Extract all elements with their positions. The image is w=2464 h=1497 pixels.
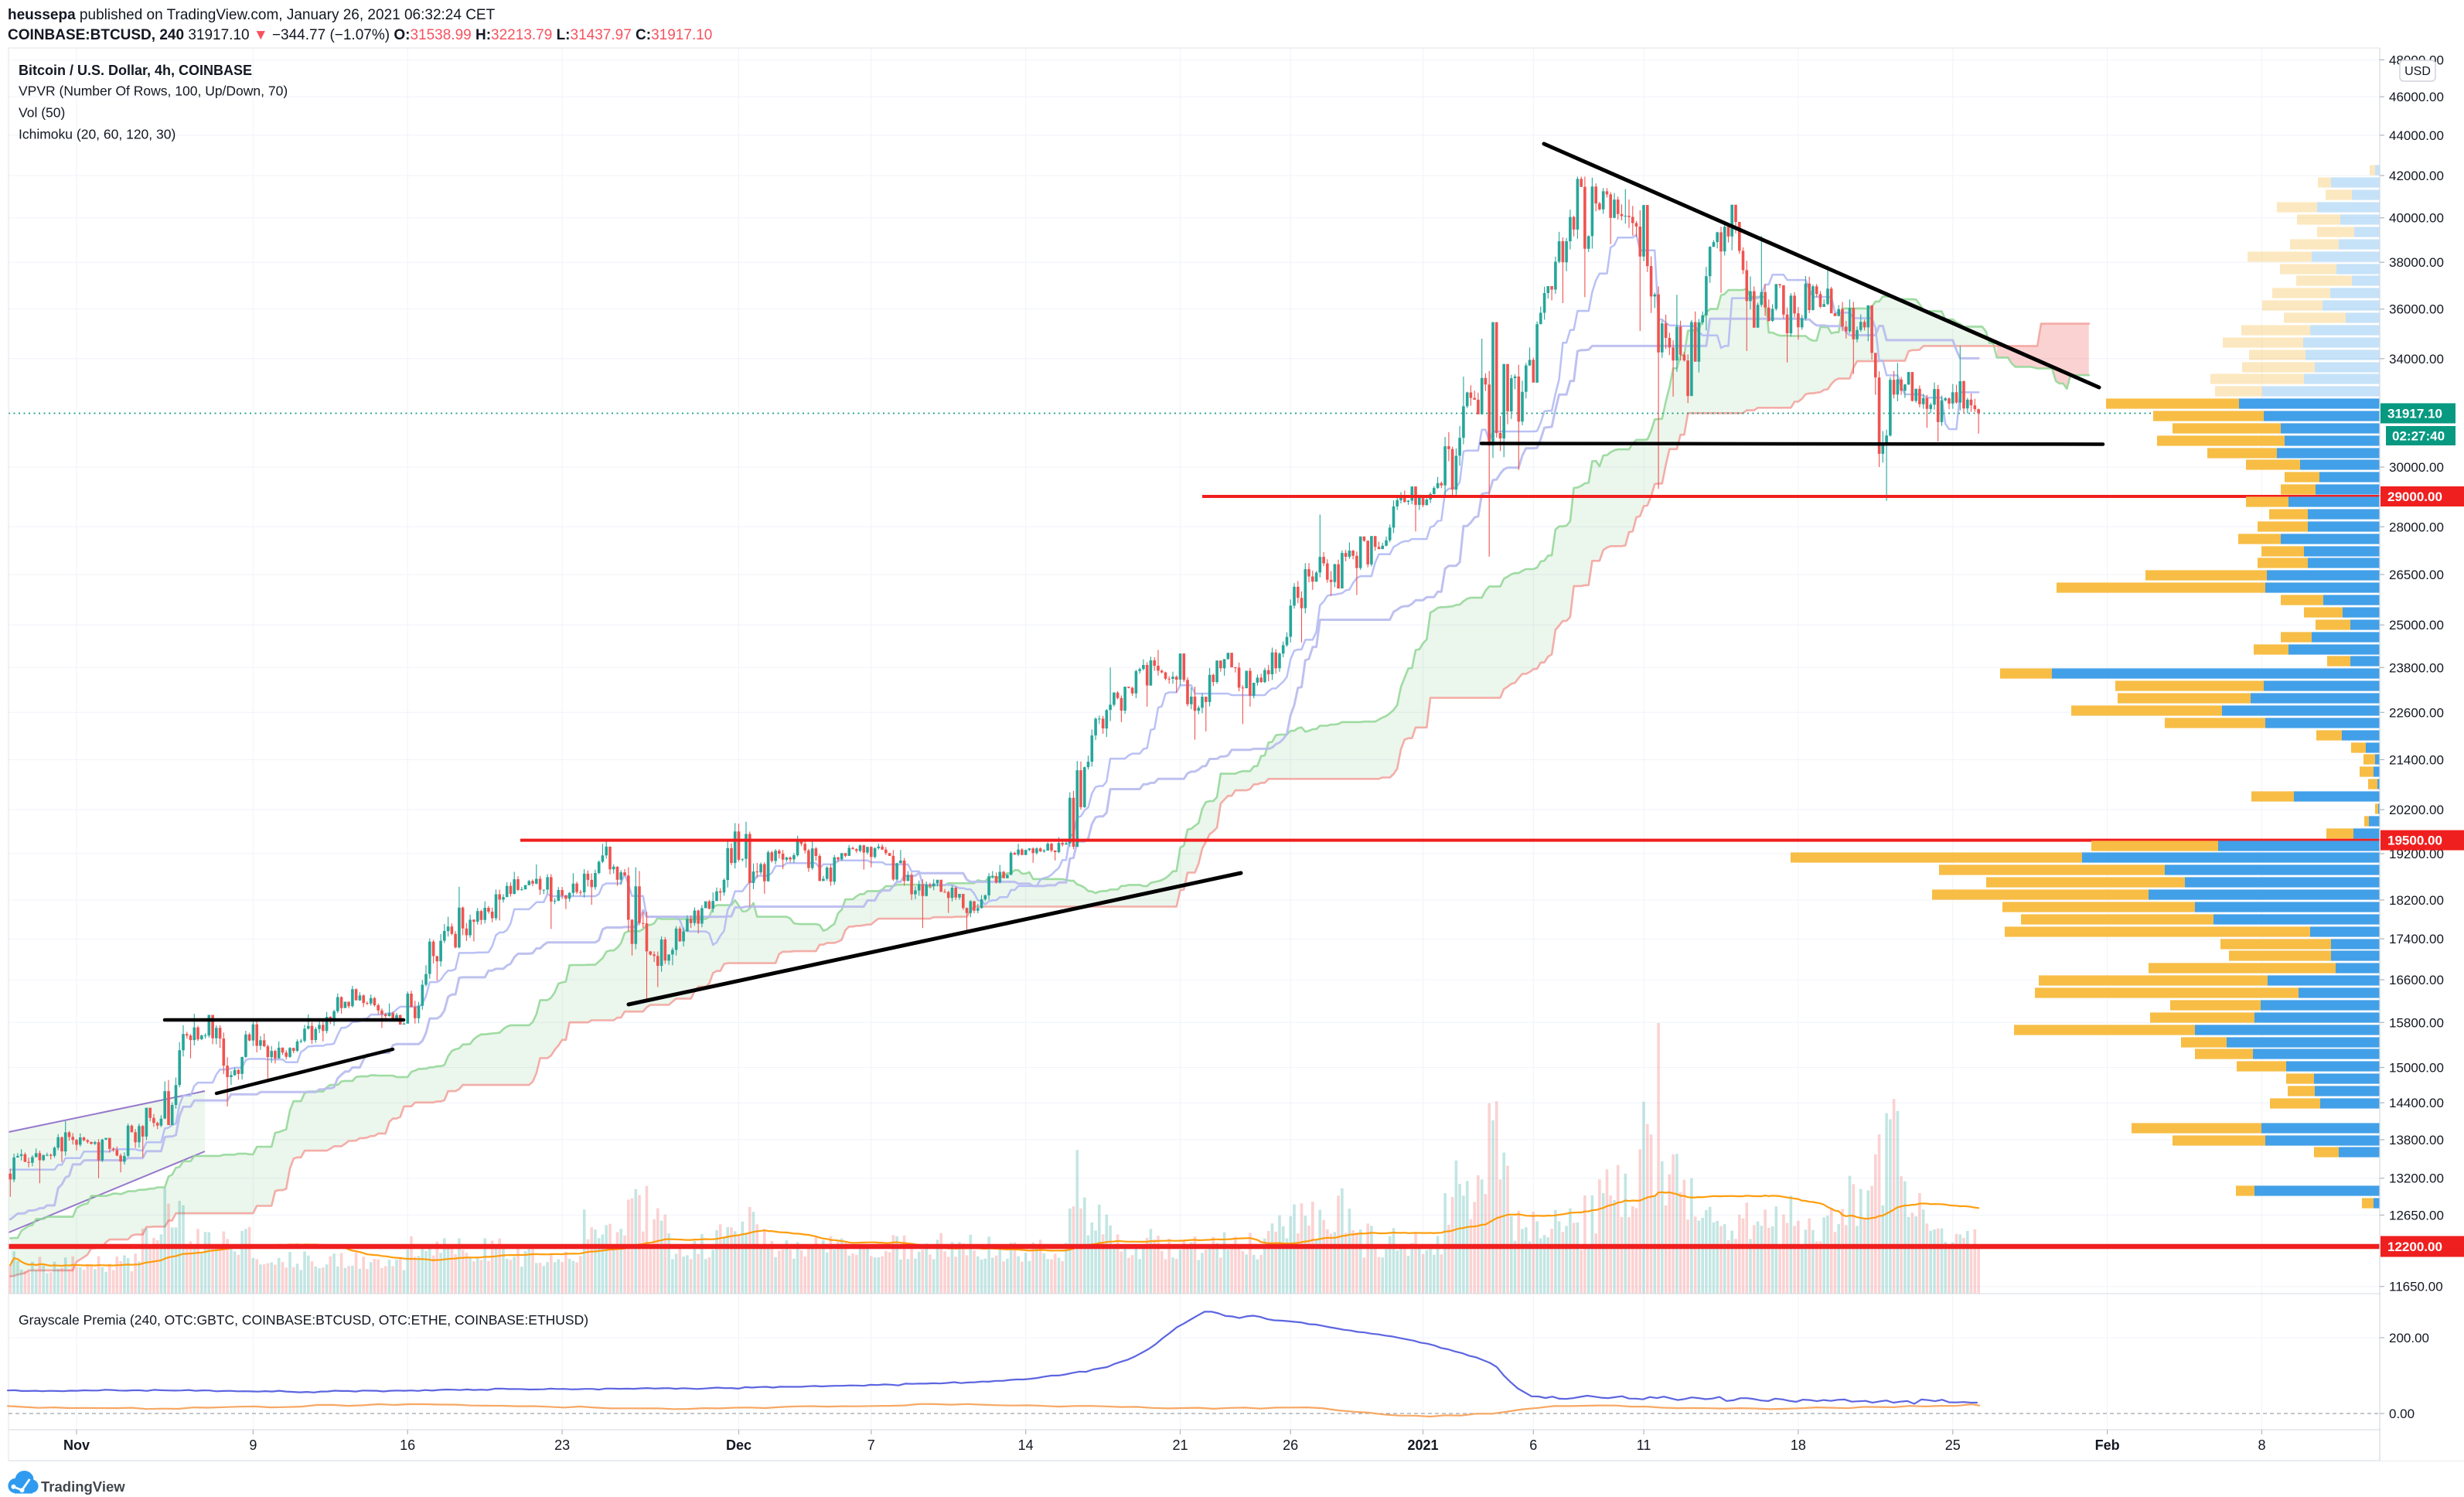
svg-text:19500.00: 19500.00 xyxy=(2387,834,2442,848)
svg-text:02:27:40: 02:27:40 xyxy=(2392,429,2445,444)
svg-text:16600.00: 16600.00 xyxy=(2389,973,2444,987)
svg-text:26: 26 xyxy=(1283,1437,1298,1453)
svg-text:TradingView: TradingView xyxy=(41,1478,125,1495)
svg-text:Bitcoin / U.S. Dollar, 4h, COI: Bitcoin / U.S. Dollar, 4h, COINBASE xyxy=(19,63,252,78)
svg-text:13800.00: 13800.00 xyxy=(2389,1133,2444,1147)
svg-text:Grayscale Premia (240, OTC:GBT: Grayscale Premia (240, OTC:GBTC, COINBAS… xyxy=(19,1312,588,1328)
svg-text:31917.10: 31917.10 xyxy=(2387,407,2442,421)
svg-text:9: 9 xyxy=(249,1437,257,1453)
svg-text:6: 6 xyxy=(1529,1437,1537,1453)
svg-text:19200.00: 19200.00 xyxy=(2389,847,2444,861)
svg-text:COINBASE:BTCUSD, 240 31917.10: COINBASE:BTCUSD, 240 31917.10 ▼ −344.77 … xyxy=(8,27,712,43)
svg-text:25000.00: 25000.00 xyxy=(2389,618,2444,633)
svg-text:23: 23 xyxy=(554,1437,570,1453)
svg-text:30000.00: 30000.00 xyxy=(2389,460,2444,475)
svg-text:VPVR (Number Of Rows, 100, Up/: VPVR (Number Of Rows, 100, Up/Down, 70) xyxy=(19,84,288,99)
svg-text:7: 7 xyxy=(867,1437,875,1453)
svg-text:36000.00: 36000.00 xyxy=(2389,302,2444,317)
svg-text:Nov: Nov xyxy=(63,1437,90,1453)
svg-text:12650.00: 12650.00 xyxy=(2389,1208,2444,1222)
svg-text:8: 8 xyxy=(2258,1437,2265,1453)
svg-text:17400.00: 17400.00 xyxy=(2389,932,2444,946)
svg-text:38000.00: 38000.00 xyxy=(2389,255,2444,270)
svg-text:13200.00: 13200.00 xyxy=(2389,1171,2444,1186)
svg-text:42000.00: 42000.00 xyxy=(2389,169,2444,183)
svg-text:2021: 2021 xyxy=(1407,1437,1438,1453)
svg-text:23800.00: 23800.00 xyxy=(2389,660,2444,675)
svg-text:Ichimoku (20, 60, 120, 30): Ichimoku (20, 60, 120, 30) xyxy=(19,127,176,142)
svg-text:34000.00: 34000.00 xyxy=(2389,352,2444,367)
svg-text:21400.00: 21400.00 xyxy=(2389,752,2444,767)
svg-text:15000.00: 15000.00 xyxy=(2389,1061,2444,1076)
svg-text:18200.00: 18200.00 xyxy=(2389,893,2444,908)
svg-text:40000.00: 40000.00 xyxy=(2389,211,2444,226)
svg-text:46000.00: 46000.00 xyxy=(2389,90,2444,104)
svg-text:heussepa published on TradingV: heussepa published on TradingView.com, J… xyxy=(8,7,496,23)
svg-text:200.00: 200.00 xyxy=(2389,1331,2429,1345)
svg-text:20200.00: 20200.00 xyxy=(2389,803,2444,817)
svg-text:Vol (50): Vol (50) xyxy=(19,105,65,121)
svg-text:12200.00: 12200.00 xyxy=(2387,1240,2442,1254)
svg-text:25: 25 xyxy=(1945,1437,1961,1453)
svg-text:14: 14 xyxy=(1018,1437,1034,1453)
svg-text:28000.00: 28000.00 xyxy=(2389,520,2444,534)
svg-text:Feb: Feb xyxy=(2095,1437,2120,1453)
svg-text:29000.00: 29000.00 xyxy=(2387,489,2442,504)
svg-text:0.00: 0.00 xyxy=(2389,1407,2415,1421)
svg-text:11: 11 xyxy=(1637,1437,1651,1453)
svg-text:22600.00: 22600.00 xyxy=(2389,705,2444,720)
svg-text:USD: USD xyxy=(2404,65,2431,78)
svg-text:16: 16 xyxy=(400,1437,415,1453)
svg-text:18: 18 xyxy=(1791,1437,1806,1453)
svg-text:26500.00: 26500.00 xyxy=(2389,568,2444,582)
svg-text:11650.00: 11650.00 xyxy=(2389,1280,2443,1294)
svg-text:14400.00: 14400.00 xyxy=(2389,1096,2444,1110)
svg-text:44000.00: 44000.00 xyxy=(2389,128,2444,143)
svg-text:Dec: Dec xyxy=(726,1437,751,1453)
svg-text:21: 21 xyxy=(1172,1437,1188,1453)
svg-text:15800.00: 15800.00 xyxy=(2389,1015,2444,1030)
